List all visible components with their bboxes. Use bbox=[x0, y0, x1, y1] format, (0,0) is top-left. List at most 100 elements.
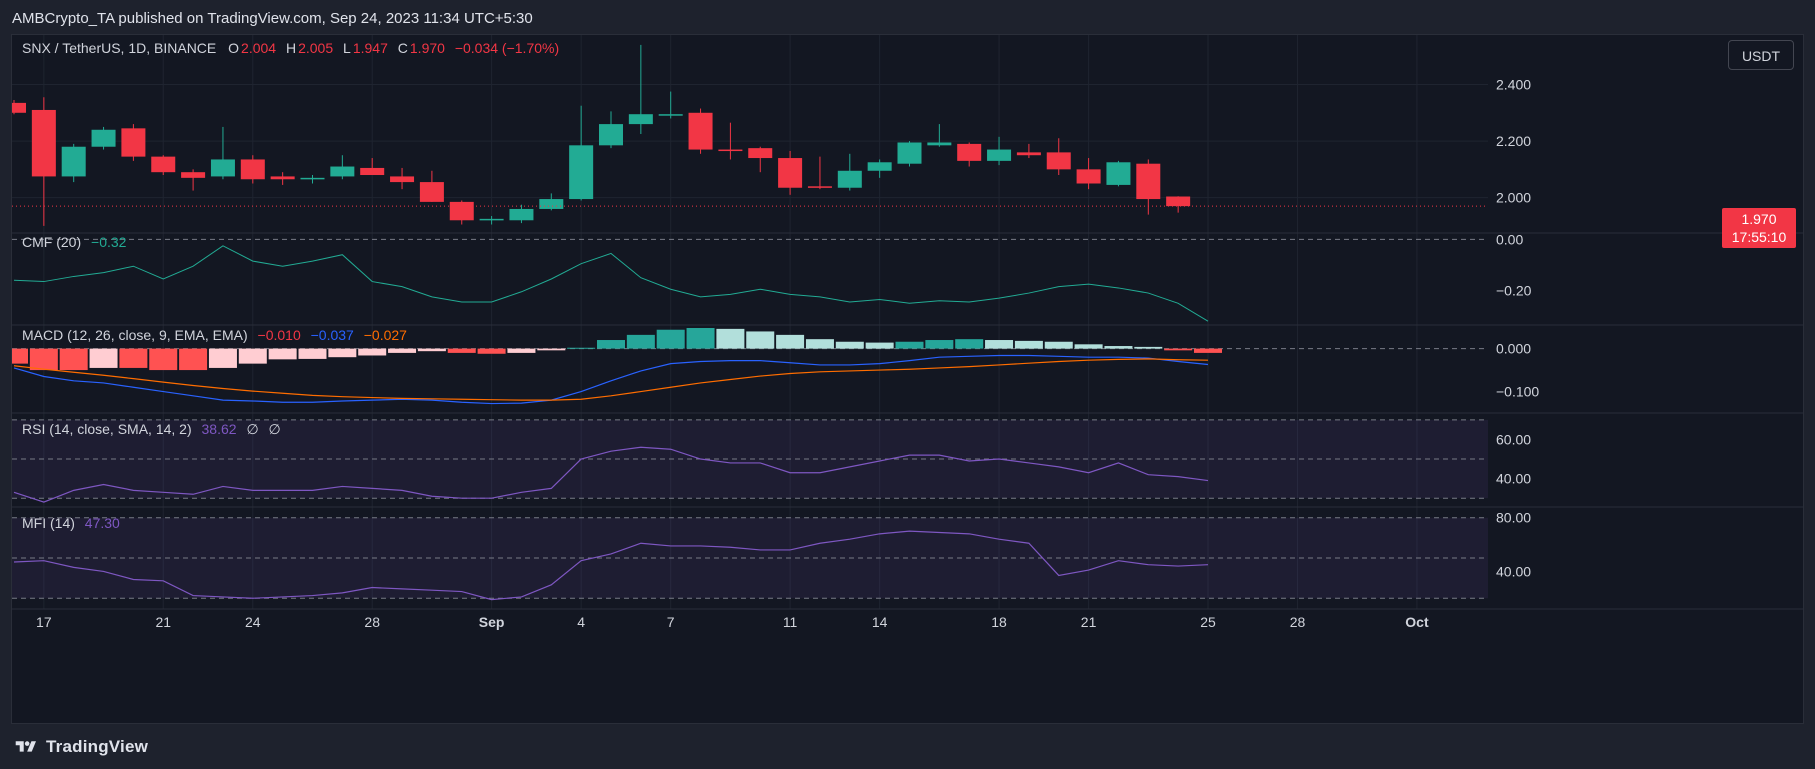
tradingview-logo-icon bbox=[15, 741, 36, 752]
macd-histogram-bar bbox=[626, 334, 655, 349]
macd-histogram-bar bbox=[567, 347, 596, 349]
open-value: 2.004 bbox=[241, 40, 277, 56]
macd-axis-tick: 0.000 bbox=[1496, 341, 1531, 357]
candle-body bbox=[927, 142, 952, 146]
time-axis-tick: 21 bbox=[155, 614, 171, 630]
footer-brand-text: TradingView bbox=[46, 737, 149, 756]
candle-body bbox=[479, 218, 504, 221]
macd-histogram-bar bbox=[925, 340, 954, 349]
macd-histogram-bar bbox=[955, 339, 984, 349]
macd-histogram-bar bbox=[985, 340, 1014, 349]
rsi-axis-tick: 40.00 bbox=[1496, 471, 1531, 487]
mfi-legend: MFI (14) 47.30 bbox=[22, 515, 122, 531]
cmf-legend: CMF (20) −0.32 bbox=[22, 234, 128, 250]
cmf-line bbox=[13, 245, 1209, 322]
candle-body bbox=[867, 162, 892, 171]
macd-histogram-bar bbox=[597, 340, 625, 349]
macd-histogram-bar bbox=[208, 348, 237, 368]
price-axis-tick: 2.400 bbox=[1496, 77, 1531, 93]
macd-axis-tick: −0.100 bbox=[1496, 384, 1539, 400]
mfi-name: MFI (14) bbox=[22, 515, 75, 531]
macd-histogram-bar bbox=[298, 348, 327, 359]
time-axis-tick: Oct bbox=[1405, 614, 1429, 630]
macd-histogram-bar bbox=[417, 348, 446, 352]
candle-body bbox=[1166, 196, 1191, 207]
change-value: −0.034 (−1.70%) bbox=[454, 40, 560, 56]
macd-histogram-bar bbox=[1044, 341, 1073, 349]
price-legend: SNX / TetherUS, 1D, BINANCE O 2.004 H 2.00… bbox=[22, 40, 561, 56]
macd-histogram-bar bbox=[89, 348, 118, 368]
candle-body bbox=[539, 199, 564, 209]
candle-body bbox=[61, 146, 86, 177]
macd-histogram-bar bbox=[1134, 346, 1163, 349]
macd-histogram-bar bbox=[477, 348, 506, 354]
macd-name: MACD (12, 26, close, 9, EMA, EMA) bbox=[22, 327, 248, 343]
macd-histogram-bar bbox=[358, 348, 387, 356]
macd-histogram-bar bbox=[865, 342, 894, 349]
macd-histogram-bar bbox=[1194, 348, 1222, 353]
chart-frame[interactable]: 2.400 2.200 2.000 0.00 −0.20 0.000 −0.100 60.00… bbox=[11, 34, 1804, 724]
low-value: 1.947 bbox=[352, 40, 388, 56]
time-axis-tick: 18 bbox=[991, 614, 1007, 630]
price-axis-tick: 2.200 bbox=[1496, 133, 1531, 149]
mfi-axis-tick: 40.00 bbox=[1496, 563, 1531, 579]
candle-body bbox=[987, 149, 1012, 161]
macd-signal-value: −0.027 bbox=[363, 327, 407, 343]
candle-body bbox=[121, 128, 146, 157]
candle-body bbox=[1046, 152, 1071, 170]
time-axis-tick: Sep bbox=[479, 614, 505, 630]
chart-canvas[interactable]: 2.400 2.200 2.000 0.00 −0.20 0.000 −0.100 60.00… bbox=[12, 35, 1803, 723]
last-price-tag: 1.970 17:55:10 bbox=[1722, 208, 1796, 248]
open-label: O bbox=[228, 40, 240, 56]
macd-signal-line bbox=[13, 358, 1209, 401]
candle-body bbox=[181, 172, 206, 178]
candle-body bbox=[1076, 169, 1101, 184]
macd-histogram-bar bbox=[746, 331, 775, 349]
low-label: L bbox=[343, 40, 351, 56]
macd-line bbox=[13, 354, 1209, 405]
macd-line-value: −0.037 bbox=[310, 327, 354, 343]
macd-histogram-bar bbox=[716, 328, 745, 349]
candle-body bbox=[449, 201, 474, 221]
macd-hist-value: −0.010 bbox=[257, 327, 301, 343]
macd-histogram-bar bbox=[895, 341, 924, 349]
candle-body bbox=[957, 143, 982, 161]
time-axis-tick: 28 bbox=[1290, 614, 1306, 630]
macd-histogram-bar bbox=[268, 348, 297, 360]
cmf-name: CMF (20) bbox=[22, 234, 82, 250]
macd-histogram-bar bbox=[1074, 344, 1103, 349]
macd-histogram-bar bbox=[388, 348, 417, 353]
candle-body bbox=[688, 112, 713, 150]
macd-legend: MACD (12, 26, close, 9, EMA, EMA) −0.010… bbox=[22, 327, 409, 343]
macd-histogram-bar bbox=[776, 334, 805, 349]
macd-histogram-bar bbox=[686, 328, 715, 349]
macd-histogram-bar bbox=[447, 348, 476, 353]
rsi-value: 38.62 bbox=[201, 421, 237, 437]
candle-body bbox=[91, 129, 116, 147]
last-price-value: 1.970 bbox=[1741, 211, 1777, 227]
macd-histogram-bar bbox=[835, 341, 864, 349]
macd-histogram-bar bbox=[12, 348, 28, 364]
candle-body bbox=[151, 156, 176, 173]
candle-body bbox=[390, 176, 415, 183]
cmf-axis-tick: −0.20 bbox=[1496, 283, 1532, 299]
candle-body bbox=[718, 149, 743, 152]
close-value: 1.970 bbox=[409, 40, 445, 56]
candle-body bbox=[240, 159, 265, 180]
candle-body bbox=[360, 167, 385, 176]
mfi-value: 47.30 bbox=[84, 515, 120, 531]
rsi-name: RSI (14, close, SMA, 14, 2) bbox=[22, 421, 192, 437]
mfi-axis-tick: 80.00 bbox=[1496, 510, 1531, 526]
candle-body bbox=[31, 109, 56, 177]
macd-histogram-bar bbox=[149, 348, 178, 371]
time-axis-tick: 11 bbox=[783, 614, 798, 630]
footer-brand[interactable]: TradingView bbox=[12, 736, 148, 758]
candle-body bbox=[1106, 162, 1131, 185]
candle-body bbox=[748, 148, 773, 159]
time-axis-tick: 21 bbox=[1081, 614, 1097, 630]
currency-button[interactable]: USDT bbox=[1728, 40, 1794, 70]
time-axis-tick: 4 bbox=[577, 614, 585, 630]
macd-histogram-bar bbox=[1104, 346, 1133, 349]
candle-body bbox=[628, 114, 653, 125]
macd-histogram-bar bbox=[119, 348, 148, 368]
